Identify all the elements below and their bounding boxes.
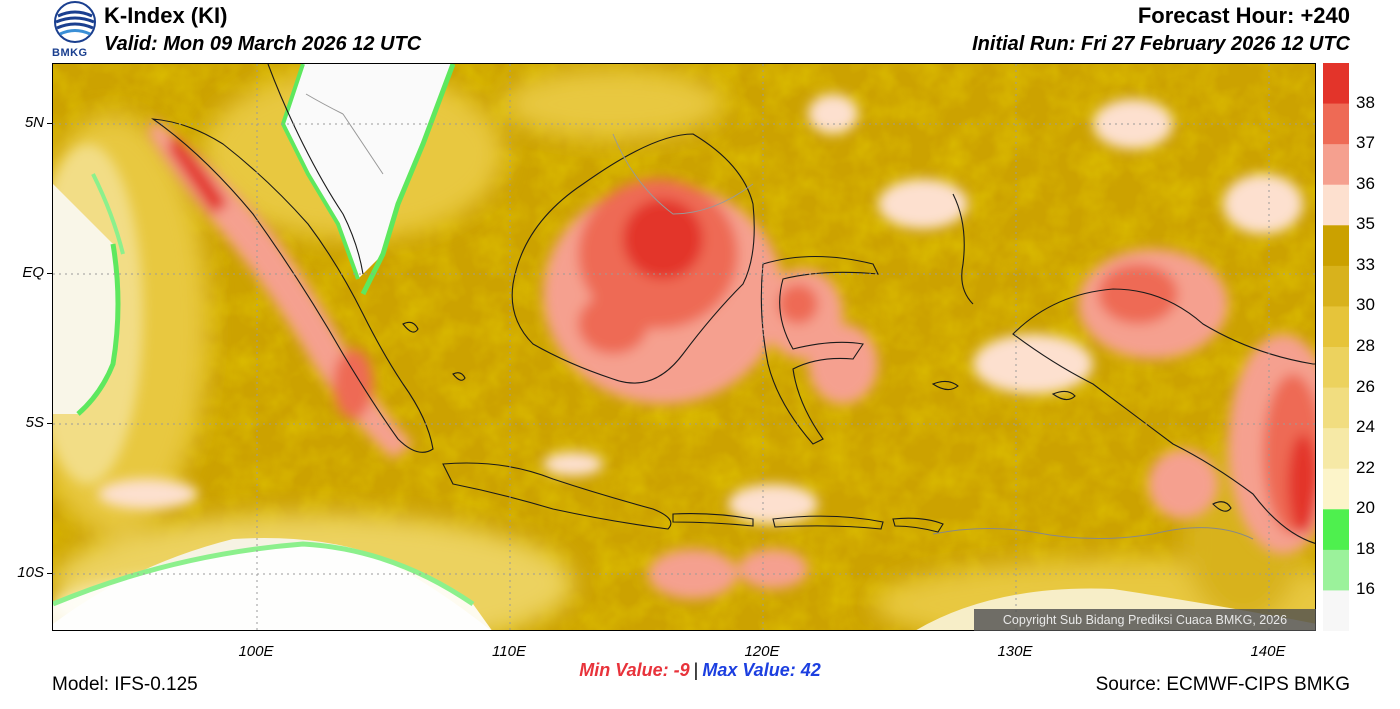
colorbar-label: 33 [1356, 254, 1375, 274]
colorbar-label: 28 [1356, 336, 1375, 355]
colorbar-label: 22 [1356, 457, 1375, 477]
colorbar-swatch [1323, 225, 1349, 267]
lat-label-10s: 10S [17, 564, 44, 581]
lon-label-110e: 110E [492, 643, 526, 660]
source-label: Source: ECMWF-CIPS BMKG [1095, 674, 1350, 695]
min-max-values: Min Value: -9 | Max Value: 42 [0, 660, 1400, 681]
initial-run: Initial Run: Fri 27 February 2026 12 UTC [972, 33, 1350, 55]
max-value: Max Value: 42 [702, 660, 821, 680]
colorbar-swatch [1323, 509, 1349, 551]
colorbar-swatch [1323, 103, 1349, 145]
lon-label-140e: 140E [1250, 643, 1286, 660]
model-label: Model: IFS-0.125 [52, 674, 198, 695]
separator: | [693, 660, 699, 680]
lat-tick [47, 273, 52, 274]
lat-label-eq: EQ [22, 264, 44, 281]
valid-time: Valid: Mon 09 March 2026 12 UTC [104, 33, 422, 55]
lat-tick [47, 423, 52, 424]
colorbar-label: 18 [1356, 538, 1375, 558]
colorbar-label: 37 [1356, 133, 1375, 153]
colorbar-swatch [1323, 428, 1349, 470]
colorbar-swatch [1323, 184, 1349, 226]
forecast-hour: Forecast Hour: +240 [1137, 3, 1350, 28]
colorbar-label: 35 [1356, 214, 1375, 234]
min-value: Min Value: -9 [579, 660, 690, 680]
colorbar-swatch [1323, 387, 1349, 429]
colorbar-swatch [1323, 468, 1349, 510]
colorbar-label: 16 [1356, 579, 1375, 599]
colorbar-label: 36 [1356, 173, 1375, 193]
k-index-map [52, 63, 1316, 631]
colorbar-swatch [1323, 549, 1349, 591]
bmkg-logo-text: BMKG [52, 47, 88, 59]
colorbar-swatch [1323, 306, 1349, 348]
colorbar-swatch [1323, 590, 1349, 632]
colorbar-label: 20 [1356, 498, 1375, 518]
lat-tick [47, 573, 52, 574]
colorbar-label: 38 [1356, 92, 1375, 112]
lon-label-100e: 100E [238, 643, 274, 660]
colorbar-label: 24 [1356, 417, 1375, 437]
colorbar-label: 30 [1356, 295, 1375, 315]
colorbar-swatch [1323, 144, 1349, 186]
copyright-notice: Copyright Sub Bidang Prediksi Cuaca BMKG… [974, 609, 1316, 631]
lat-tick [47, 123, 52, 124]
lon-label-130e: 130E [997, 643, 1033, 660]
colorbar-label: 26 [1356, 376, 1375, 396]
lon-label-120e: 120E [744, 643, 780, 660]
colorbar [1323, 63, 1349, 632]
colorbar-swatch [1323, 347, 1349, 389]
lat-label-5n: 5N [24, 114, 44, 131]
chart-title: K-Index (KI) [104, 3, 228, 28]
colorbar-swatch [1323, 265, 1349, 307]
colorbar-swatch [1323, 63, 1349, 105]
lat-label-5s: 5S [25, 414, 44, 431]
bmkg-logo [50, 0, 100, 62]
